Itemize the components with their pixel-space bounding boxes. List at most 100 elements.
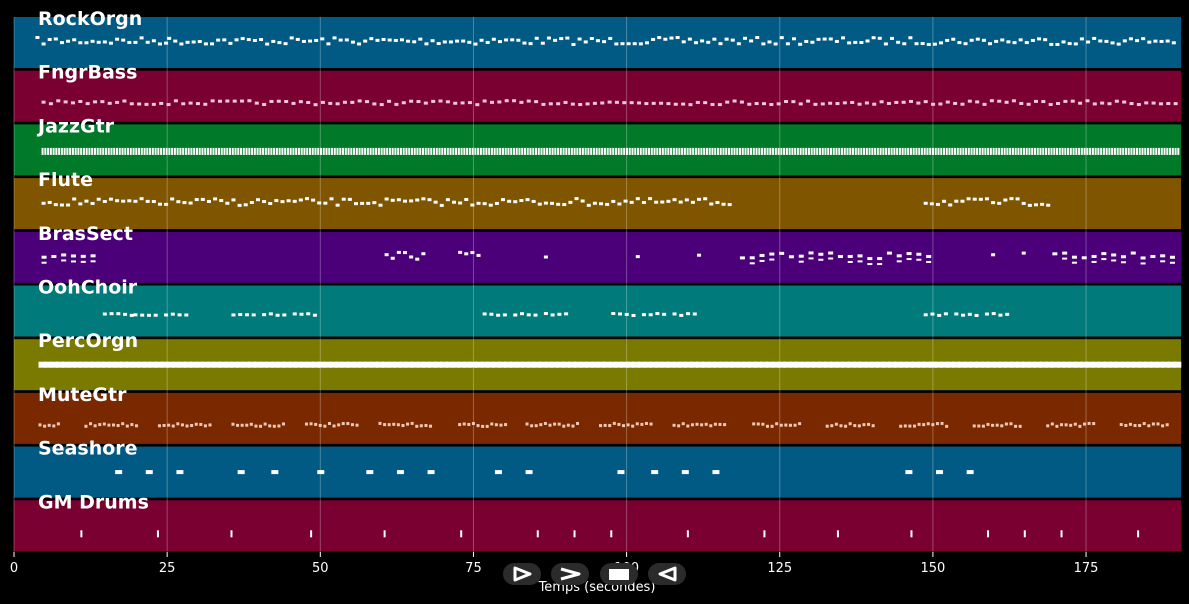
play-button[interactable] <box>503 563 541 585</box>
note <box>717 103 722 107</box>
note <box>818 361 827 368</box>
note <box>1045 361 1054 368</box>
note <box>1165 39 1170 43</box>
note <box>1169 147 1172 155</box>
note <box>268 312 273 316</box>
note <box>799 147 802 155</box>
note <box>865 39 870 43</box>
note <box>439 203 444 207</box>
note <box>497 40 502 44</box>
note <box>375 38 380 42</box>
note <box>457 361 466 368</box>
rewind-button[interactable] <box>648 563 686 585</box>
note <box>708 147 711 155</box>
note <box>1098 39 1103 43</box>
note <box>536 530 539 538</box>
note-layer <box>35 36 1182 538</box>
note <box>479 38 484 42</box>
note <box>226 147 229 155</box>
note <box>1050 147 1053 155</box>
note <box>926 422 930 426</box>
note <box>789 361 798 368</box>
note <box>1109 361 1118 368</box>
note <box>794 147 797 155</box>
note <box>1120 361 1129 368</box>
note <box>806 99 811 103</box>
note <box>231 313 236 317</box>
note <box>473 42 478 46</box>
note <box>795 361 804 368</box>
fast-forward-icon <box>560 567 581 581</box>
note <box>1128 422 1132 426</box>
note <box>1060 423 1064 427</box>
note <box>145 199 150 203</box>
note <box>504 147 507 155</box>
note <box>130 423 134 427</box>
fast-forward-button[interactable] <box>551 563 589 585</box>
note <box>364 147 367 155</box>
note <box>61 253 67 257</box>
note <box>752 422 756 426</box>
note <box>607 100 612 104</box>
playback-controls <box>503 563 689 587</box>
note <box>681 422 685 426</box>
note <box>185 40 190 44</box>
note <box>173 39 178 43</box>
note <box>943 147 946 155</box>
note <box>818 252 824 256</box>
note <box>496 313 501 317</box>
note <box>157 424 161 428</box>
note <box>940 361 949 368</box>
stop-icon <box>609 569 629 580</box>
note <box>1070 99 1075 103</box>
note <box>954 312 959 316</box>
note <box>1071 261 1077 264</box>
note <box>712 470 720 475</box>
note <box>586 203 591 207</box>
note <box>90 201 95 205</box>
note <box>401 101 406 105</box>
note <box>391 147 394 155</box>
note <box>513 200 518 204</box>
note <box>399 361 408 368</box>
note <box>628 147 631 155</box>
stop-button[interactable] <box>600 563 638 585</box>
note <box>592 201 597 205</box>
note <box>384 253 389 257</box>
note <box>1133 147 1136 155</box>
note <box>952 361 961 368</box>
note <box>390 198 395 202</box>
note <box>1089 147 1092 155</box>
note <box>727 147 730 155</box>
note <box>943 312 948 316</box>
note <box>711 147 714 155</box>
note <box>1004 361 1013 368</box>
note <box>178 361 187 368</box>
note <box>113 147 116 155</box>
note <box>115 100 120 104</box>
note <box>191 40 196 44</box>
note <box>264 147 267 155</box>
note <box>725 100 730 104</box>
note <box>254 101 259 105</box>
note <box>557 147 560 155</box>
note <box>548 423 552 427</box>
note <box>66 39 71 43</box>
note <box>909 147 912 155</box>
note <box>1110 41 1115 45</box>
note <box>719 361 728 368</box>
track-label: BrasSect <box>38 223 133 245</box>
note <box>108 361 117 368</box>
note <box>144 102 149 106</box>
note <box>981 424 985 428</box>
note <box>580 199 585 203</box>
note <box>482 312 487 316</box>
note <box>1018 424 1022 428</box>
note <box>1086 361 1095 368</box>
note <box>90 260 96 263</box>
note <box>573 147 576 155</box>
note <box>276 99 281 103</box>
note <box>769 103 774 107</box>
note <box>38 423 42 427</box>
note <box>396 423 400 427</box>
